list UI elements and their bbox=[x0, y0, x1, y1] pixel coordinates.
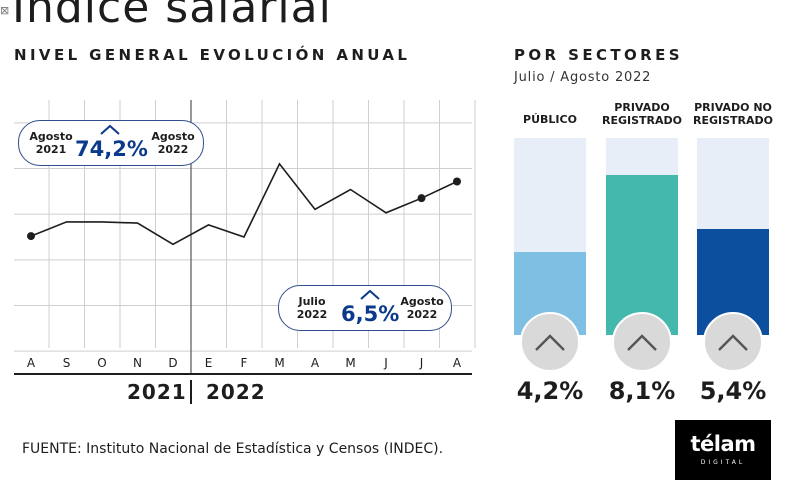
x-tick-label: F bbox=[240, 356, 248, 370]
bar-category-label: PRIVADO REGISTRADO bbox=[602, 101, 682, 127]
monthly-change-callout: Julio 2022 6,5% Agosto 2022 bbox=[278, 285, 452, 331]
bar bbox=[606, 175, 678, 335]
chevron-up-icon bbox=[703, 312, 763, 372]
page-title: Índice salarial bbox=[12, 0, 332, 33]
bar-value-label: 4,2% bbox=[516, 377, 584, 405]
chevron-up-icon bbox=[612, 312, 672, 372]
bar-value-label: 8,1% bbox=[608, 377, 676, 405]
callout-annual-from: Agosto 2021 bbox=[29, 130, 73, 156]
callout-annual-to: Agosto 2022 bbox=[151, 130, 195, 156]
source-note: FUENTE: Instituto Nacional de Estadístic… bbox=[22, 441, 444, 457]
callout-monthly-to: Agosto 2022 bbox=[400, 295, 444, 321]
x-tick-label: M bbox=[274, 356, 285, 370]
series-line bbox=[30, 162, 458, 246]
callout-monthly-from: Julio 2022 bbox=[296, 295, 328, 321]
year-label-2022: 2022 bbox=[206, 380, 266, 404]
callout-annual-value: 74,2% bbox=[75, 137, 148, 161]
x-tick-label: A bbox=[26, 356, 36, 370]
data-point bbox=[417, 194, 426, 203]
chevron-up-icon bbox=[100, 124, 120, 135]
data-point bbox=[27, 232, 35, 241]
x-tick-label: J bbox=[384, 356, 388, 370]
x-tick-label: J bbox=[419, 356, 424, 370]
logo-subtitle: DIGITAL bbox=[700, 459, 746, 466]
x-tick-label: S bbox=[62, 356, 71, 370]
x-tick-label: E bbox=[204, 356, 213, 370]
logo-wordmark: télam bbox=[690, 432, 756, 456]
bar-value-label: 5,4% bbox=[699, 377, 767, 405]
year-divider bbox=[190, 380, 192, 404]
bar-category-label: PRIVADO NO REGISTRADO bbox=[693, 101, 773, 127]
chevron-up-icon bbox=[360, 289, 380, 300]
data-point bbox=[453, 177, 461, 186]
line-chart-heading: NIVEL GENERAL EVOLUCIÓN ANUAL bbox=[14, 46, 411, 64]
sectors-subheading: Julio / Agosto 2022 bbox=[514, 70, 652, 85]
close-icon[interactable]: ⊠ bbox=[0, 4, 10, 17]
x-tick-label: N bbox=[133, 356, 142, 370]
x-tick-label: A bbox=[310, 356, 320, 370]
telam-logo: télam DIGITAL bbox=[675, 420, 771, 480]
chevron-up-icon bbox=[520, 312, 580, 372]
annual-change-callout: Agosto 2021 74,2% Agosto 2022 bbox=[18, 120, 204, 166]
x-tick-label: M bbox=[345, 356, 356, 370]
x-tick-label: A bbox=[452, 356, 462, 370]
callout-monthly-value: 6,5% bbox=[341, 302, 400, 326]
sectors-heading: POR SECTORES bbox=[514, 46, 683, 64]
bar-category-label: PÚBLICO bbox=[523, 113, 577, 126]
x-tick-label: D bbox=[168, 356, 178, 370]
year-label-2021: 2021 bbox=[127, 380, 187, 404]
x-tick-label: O bbox=[97, 356, 107, 370]
